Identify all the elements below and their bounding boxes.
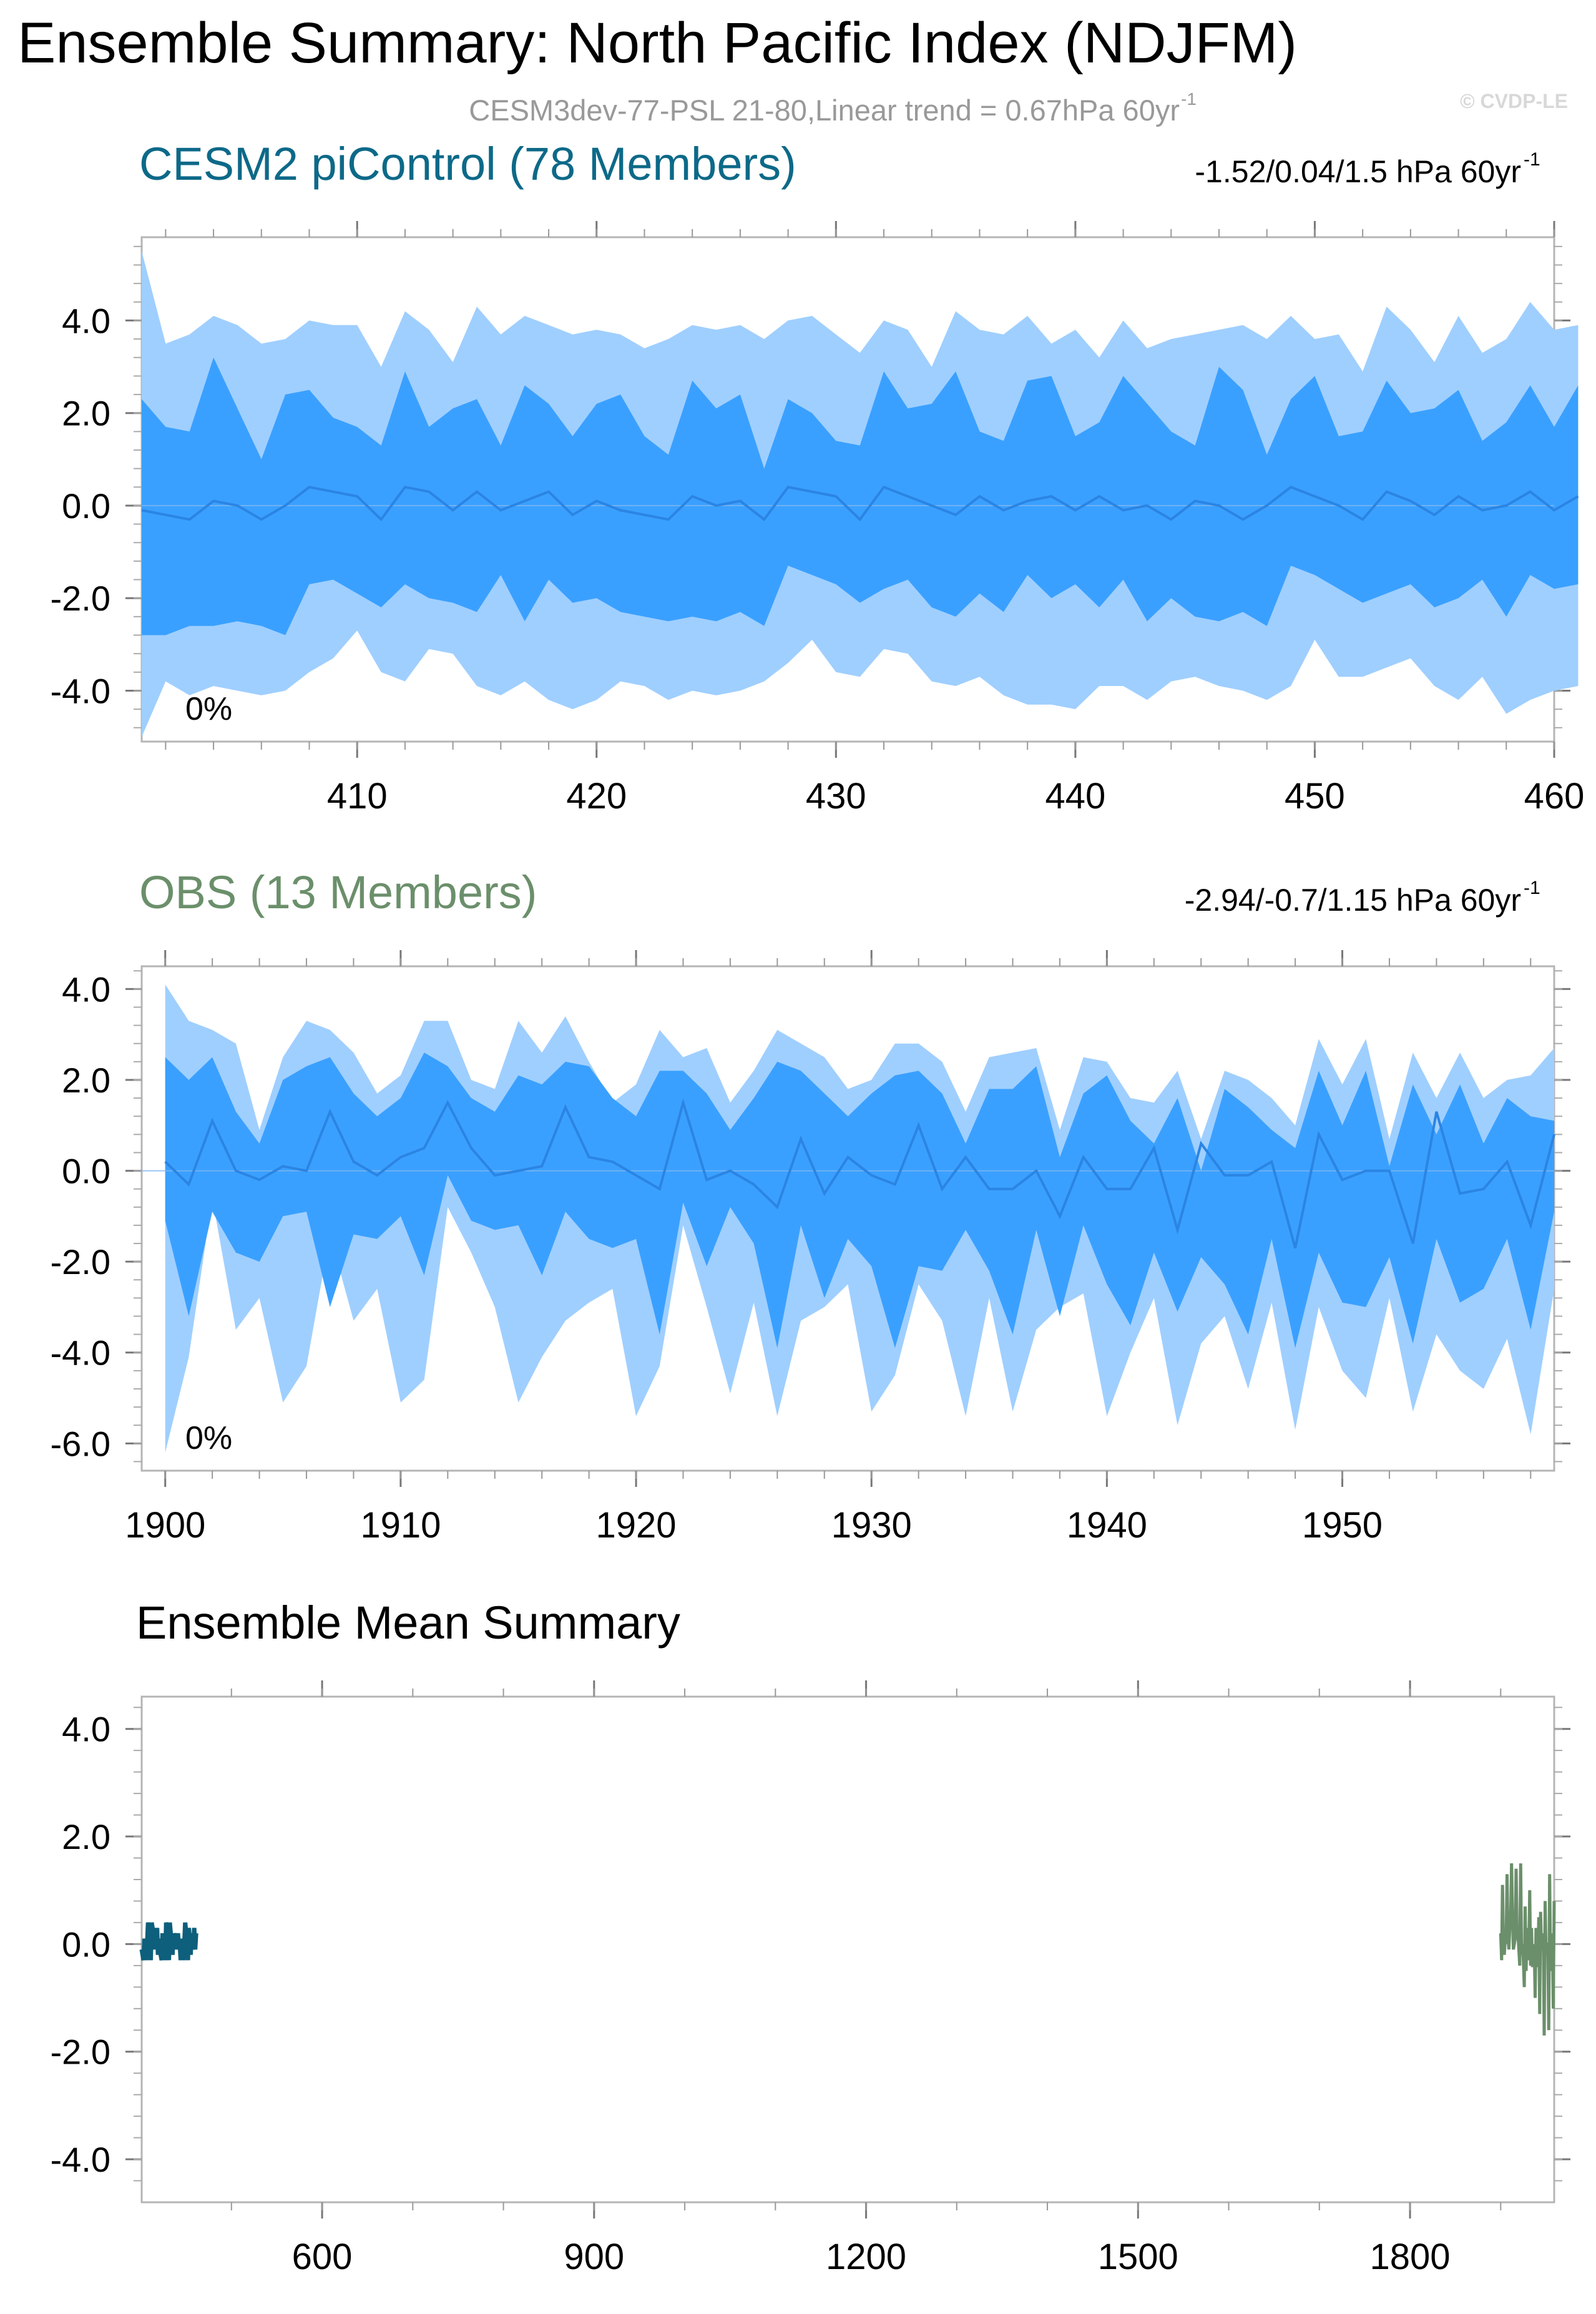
obs-xtick-label: 1900 (125, 1505, 205, 1546)
obs-ytick-label: 2.0 (62, 1061, 110, 1100)
ensemble-mean-xtick-label: 900 (564, 2237, 624, 2277)
obs-ytick-label: -2.0 (51, 1242, 111, 1282)
cesm2-data-layer (141, 251, 1579, 737)
ensemble-mean-ytick-label: 4.0 (62, 1710, 110, 1749)
obs-xtick-label: 1940 (1067, 1505, 1147, 1546)
obs-ytick-label: -6.0 (51, 1424, 111, 1463)
ensemble-mean-ytick-label: 0.0 (62, 1924, 110, 1964)
cesm2-plot-area: 410 420 430 440 450 460 4.0 2.0 0.0 -2.0 -4.0 0% (51, 221, 1585, 816)
ensemble-mean-panel: Ensemble Mean Summary 600 900 1200 1500 1800… (51, 1597, 1570, 2277)
watermark: © CVDP-LE (1460, 90, 1568, 112)
cesm2-xtick-label: 450 (1285, 776, 1345, 816)
cesm2-percent-label: 0% (185, 691, 232, 727)
obs-panel: OBS (13 Members) -2.94/-0.7/1.15 hPa 60y… (51, 866, 1570, 1546)
cesm2-ytick-label: -2.0 (51, 579, 111, 618)
ensemble-mean-ytick-label: -4.0 (51, 2140, 111, 2179)
cesm2-trend-sup: -1 (1524, 149, 1540, 170)
ensemble-mean-plot-area: 600 900 1200 1500 1800 4.0 2.0 0.0 -2.0 -4.0 (51, 1680, 1570, 2277)
obs-xtick-label: 1920 (596, 1505, 677, 1546)
cesm2-ytick-label: 4.0 (62, 301, 110, 340)
figure-subtitle: CESM3dev-77-PSL 21-80,Linear trend = 0.6… (469, 94, 1180, 127)
obs-trend-label: -2.94/-0.7/1.15 hPa 60yr (1185, 883, 1521, 918)
obs-ytick-label: -4.0 (51, 1333, 111, 1373)
cesm2-ytick-label: -4.0 (51, 671, 111, 710)
obs-percent-label: 0% (185, 1420, 232, 1456)
obs-panel-title: OBS (13 Members) (139, 866, 537, 918)
ensemble-mean-xtick-label: 1500 (1098, 2237, 1178, 2277)
ensemble-mean-cesm2-line (139, 1922, 198, 1961)
figure-title: Ensemble Summary: North Pacific Index (N… (17, 11, 1297, 75)
cesm2-xtick-label: 410 (327, 776, 388, 816)
cesm2-trend-label: -1.52/0.04/1.5 hPa 60yr (1195, 154, 1521, 189)
cesm2-ytick-label: 0.0 (62, 486, 110, 526)
obs-ensemble-mean-line (164, 1098, 1555, 1248)
ensemble-mean-panel-title: Ensemble Mean Summary (136, 1597, 680, 1649)
cesm2-inner-band (142, 357, 1579, 635)
obs-ytick-label: 0.0 (62, 1152, 110, 1191)
cesm2-xtick-label: 440 (1045, 776, 1105, 816)
ensemble-mean-obs-line (1499, 1863, 1556, 2036)
obs-data-layer (142, 984, 1555, 1453)
cesm2-xtick-label: 430 (806, 776, 866, 816)
ensemble-mean-xtick-label: 1800 (1370, 2237, 1451, 2277)
obs-inner-band (165, 1052, 1555, 1348)
obs-xtick-label: 1930 (831, 1505, 912, 1546)
ensemble-mean-ytick-label: -2.0 (51, 2032, 111, 2072)
obs-plot-area: 1900 1910 1920 1930 1940 1950 4.0 2.0 0.0 -2.0 -4.… (51, 950, 1570, 1546)
ensemble-mean-ytick-label: 2.0 (62, 1817, 110, 1856)
obs-ytick-label: 4.0 (62, 969, 110, 1009)
cesm2-ytick-label: 2.0 (62, 394, 110, 433)
obs-trend-sup: -1 (1524, 878, 1540, 898)
cesm2-xtick-label: 420 (566, 776, 627, 816)
ensemble-mean-axes-frame (140, 1695, 1555, 2204)
obs-xtick-label: 1910 (360, 1505, 441, 1546)
cesm2-ensemble-mean-line (141, 485, 1579, 522)
figure-subtitle-sup: -1 (1181, 89, 1197, 109)
cesm2-panel: CESM2 piControl (78 Members) -1.52/0.04/… (51, 138, 1585, 816)
cesm2-panel-title: CESM2 piControl (78 Members) (139, 138, 796, 190)
cesm2-xtick-label: 460 (1524, 776, 1585, 816)
obs-xtick-label: 1950 (1302, 1505, 1383, 1546)
ensemble-mean-xtick-label: 600 (292, 2237, 353, 2277)
ensemble-mean-xtick-label: 1200 (826, 2237, 906, 2277)
